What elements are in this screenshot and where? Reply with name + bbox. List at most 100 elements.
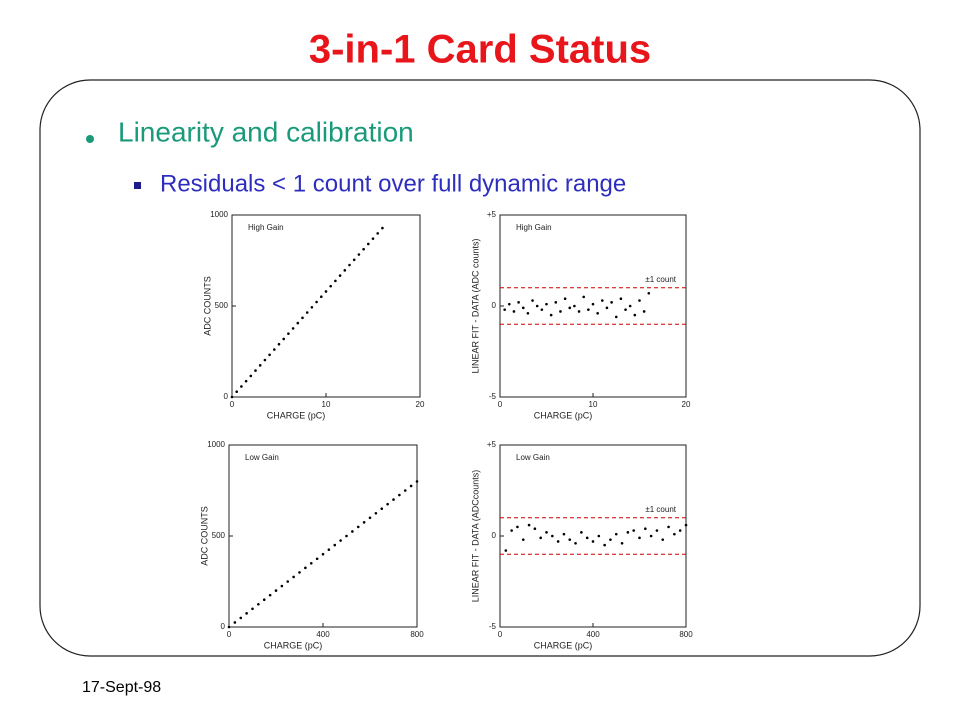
data-point	[535, 304, 539, 308]
data-point	[268, 593, 272, 597]
reference-label: ±1 count	[645, 505, 676, 514]
data-point	[551, 534, 554, 538]
data-point	[647, 291, 651, 295]
data-point	[240, 385, 243, 388]
data-point	[574, 541, 577, 545]
data-point	[244, 379, 248, 383]
data-point	[338, 274, 342, 277]
data-point	[403, 489, 407, 492]
data-point	[620, 541, 624, 545]
data-point	[415, 480, 419, 483]
plot-annotation: Low Gain	[516, 453, 550, 462]
data-point	[573, 304, 576, 308]
data-point	[239, 616, 243, 620]
data-point	[603, 543, 606, 547]
data-point	[343, 269, 347, 272]
data-point	[230, 395, 234, 399]
data-point	[585, 536, 589, 540]
data-point	[245, 612, 248, 615]
data-point	[678, 529, 682, 532]
data-point	[362, 521, 366, 524]
bullet-text: Linearity and calibration	[118, 116, 414, 147]
bullet-dot	[86, 135, 94, 143]
data-point	[549, 313, 553, 317]
data-point	[628, 304, 632, 308]
data-point	[591, 540, 595, 543]
data-point	[409, 484, 413, 488]
sub-bullet-text: Residuals < 1 count over full dynamic ra…	[160, 170, 626, 197]
x-axis-label: CHARGE (pC)	[267, 410, 326, 420]
data-point	[324, 290, 328, 293]
data-point	[376, 232, 380, 235]
data-point	[292, 575, 295, 579]
data-point	[257, 602, 260, 606]
data-point	[357, 253, 361, 256]
data-point	[539, 536, 542, 540]
data-point	[521, 538, 525, 541]
data-point	[398, 493, 401, 497]
x-tick-label: 0	[227, 630, 232, 639]
y-tick-label: 0	[221, 622, 226, 631]
data-point	[381, 226, 384, 230]
data-point	[321, 552, 325, 556]
data-point	[605, 306, 609, 310]
data-point	[333, 543, 337, 547]
y-tick-label: +5	[487, 440, 497, 449]
data-point	[298, 571, 301, 574]
data-point	[642, 310, 646, 313]
plot-annotation: Low Gain	[245, 453, 279, 462]
data-point	[568, 538, 572, 541]
x-tick-label: 20	[682, 400, 691, 409]
x-tick-label: 10	[589, 400, 598, 409]
data-point	[309, 562, 313, 565]
data-point	[597, 534, 601, 538]
data-point	[504, 549, 508, 552]
data-point	[587, 308, 590, 311]
data-point	[521, 306, 525, 310]
data-point	[352, 258, 356, 262]
data-point	[533, 527, 537, 531]
data-point	[304, 566, 307, 570]
data-point	[296, 321, 300, 325]
y-tick-label: +5	[487, 210, 497, 219]
data-point	[345, 534, 348, 538]
y-tick-label: 1000	[210, 210, 228, 219]
data-point	[392, 498, 395, 501]
data-point	[368, 516, 372, 520]
data-point	[380, 507, 384, 511]
data-point	[329, 284, 333, 288]
y-tick-label: 0	[492, 301, 497, 310]
data-point	[559, 310, 562, 313]
data-point	[263, 358, 267, 362]
data-point	[614, 532, 618, 536]
y-tick-label: -5	[489, 622, 497, 631]
data-point	[282, 337, 286, 341]
data-point	[315, 557, 319, 561]
x-tick-label: 10	[322, 400, 331, 409]
reference-label: ±1 count	[645, 275, 676, 284]
data-point	[577, 310, 581, 313]
data-point	[655, 529, 659, 532]
data-point	[249, 374, 253, 378]
sub-bullet-square	[134, 182, 141, 189]
data-point	[568, 306, 572, 310]
y-tick-label: 0	[224, 392, 229, 401]
data-point	[356, 525, 360, 529]
data-point	[310, 305, 314, 309]
data-point	[280, 584, 284, 588]
data-point	[667, 525, 670, 529]
data-point	[374, 511, 378, 515]
data-point	[362, 247, 365, 251]
y-tick-label: -5	[489, 392, 497, 401]
x-tick-label: 0	[498, 400, 503, 409]
data-point	[609, 538, 612, 541]
data-point	[291, 327, 295, 330]
y-axis-label: LINEAR FIT - DATA (ADCcounts)	[470, 470, 480, 603]
data-point	[649, 534, 653, 538]
data-point	[531, 299, 534, 302]
data-point	[254, 369, 257, 372]
y-axis-label: LINEAR FIT - DATA (ADC counts)	[470, 238, 480, 373]
data-point	[601, 299, 604, 302]
data-point	[614, 315, 618, 319]
data-point	[512, 310, 516, 313]
